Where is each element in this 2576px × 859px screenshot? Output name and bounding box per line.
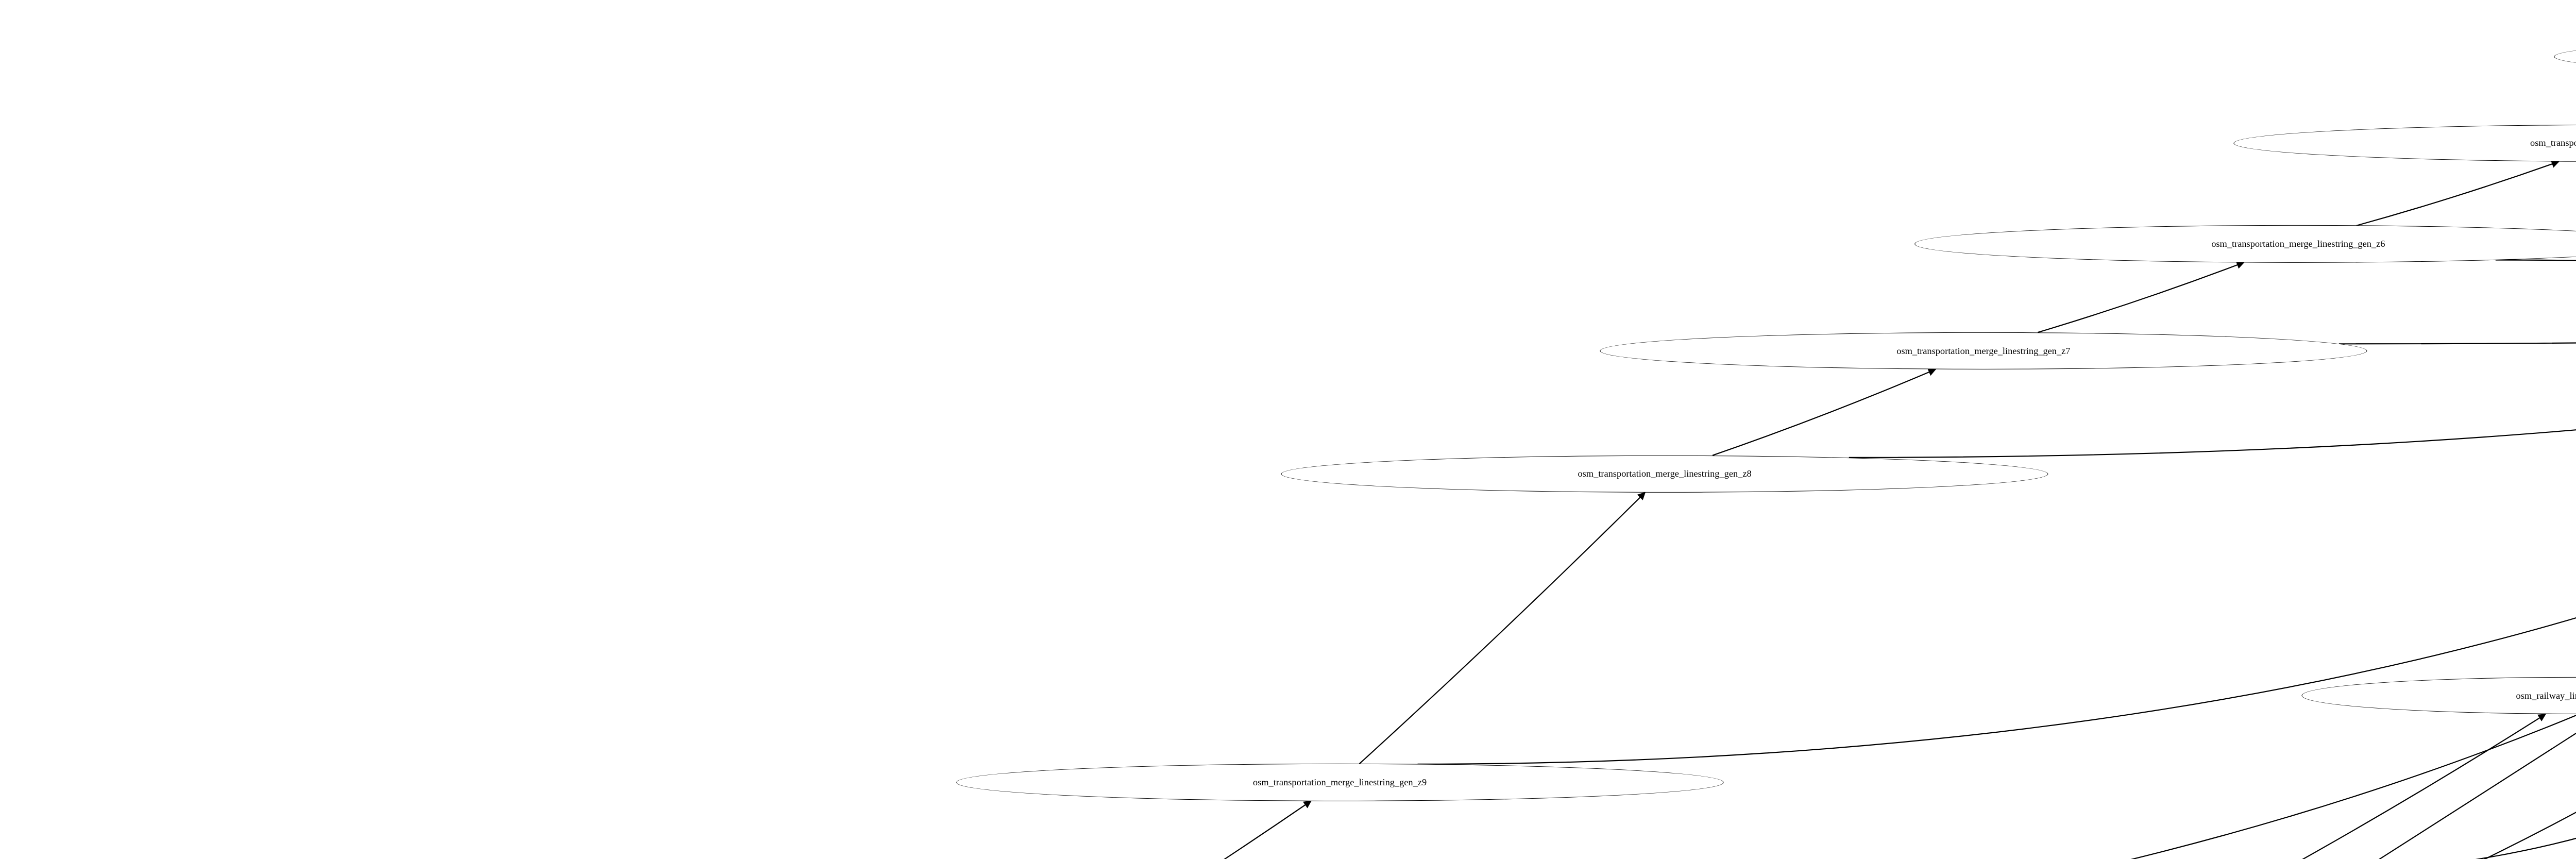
edge-osm_railway_linestring_gen_z12-to-layer-transportation [1675, 302, 2576, 859]
edge-osm_shipway_linestring-to-layer-transportation [2268, 353, 2576, 859]
edge-osm_railway_linestring_gen_z10-to-osm_railway_linestring_gen_z9 [2302, 714, 2547, 859]
edge-osm_transportation_merge_linestring_gen_z9-to-osm_transportation_merge_linestring_gen_z8 [1359, 492, 1646, 765]
edge-osm_transportation_merge_linestring_gen_z8-to-osm_transportation_merge_linestring_gen_z7 [1712, 368, 1937, 456]
graph-node-label: osm_transportation_merge_linestring_gen_… [1252, 777, 1427, 787]
graph-node-label: osm_transportation_merge_linestring_gen_… [1896, 345, 2071, 356]
edge-osm_railway_linestring_gen_z11-to-layer-transportation [1965, 289, 2576, 859]
edge-osm_transportation_merge_linestring_gen_z7-to-osm_transportation_merge_linestring_gen_z6 [2038, 261, 2245, 333]
graph-node-label: osm_transportation_merge_linestring_gen_… [2530, 138, 2576, 148]
graph-node-osm_transportation_merge_linestring_gen_z8[interactable]: osm_transportation_merge_linestring_gen_… [1281, 455, 2048, 493]
graph-node-osm_transportation_merge_linestring_gen_z7[interactable]: osm_transportation_merge_linestring_gen_… [1600, 332, 2367, 370]
graph-node-osm_transportation_merge_linestring_gen_z9[interactable]: osm_transportation_merge_linestring_gen_… [956, 764, 1724, 801]
edge-osm_railway_linestring_gen_z10-to-layer-transportation [2475, 837, 2576, 859]
edge-osm_transportation_merge_linestring_gen_z9-to-layer-transportation [1417, 617, 2576, 765]
edge-osm_transportation_merge_linestring_gen_z10-to-osm_transportation_merge_linestring_gen_z9 [1224, 800, 1312, 859]
edge-osm_transportation_merge_linestring_gen_z6-to-layer-transportation [2495, 259, 2576, 261]
graph-node-label: osm_transportation_merge_linestring_gen_… [1578, 468, 1752, 479]
graph-node-label: osm_transportation_merge_linestring_gen_… [2211, 238, 2385, 249]
edge-osm_transportation_merge_linestring_gen_z7-to-layer-transportation [2338, 342, 2576, 345]
graph-node-label: osm_railway_linestring_gen_z9 [2516, 690, 2576, 701]
edge-osm_transportation_merge_linestring_gen_z8-to-layer-transportation [1849, 429, 2576, 458]
edge-osm_transportation_merge_linestring_gen_z6-to-osm_transportation_merge_linestring_gen_z5 [2356, 160, 2560, 226]
